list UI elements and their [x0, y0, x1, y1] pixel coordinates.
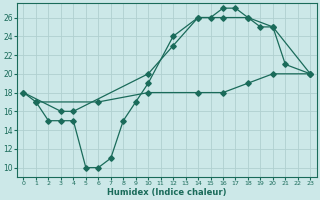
X-axis label: Humidex (Indice chaleur): Humidex (Indice chaleur): [107, 188, 227, 197]
